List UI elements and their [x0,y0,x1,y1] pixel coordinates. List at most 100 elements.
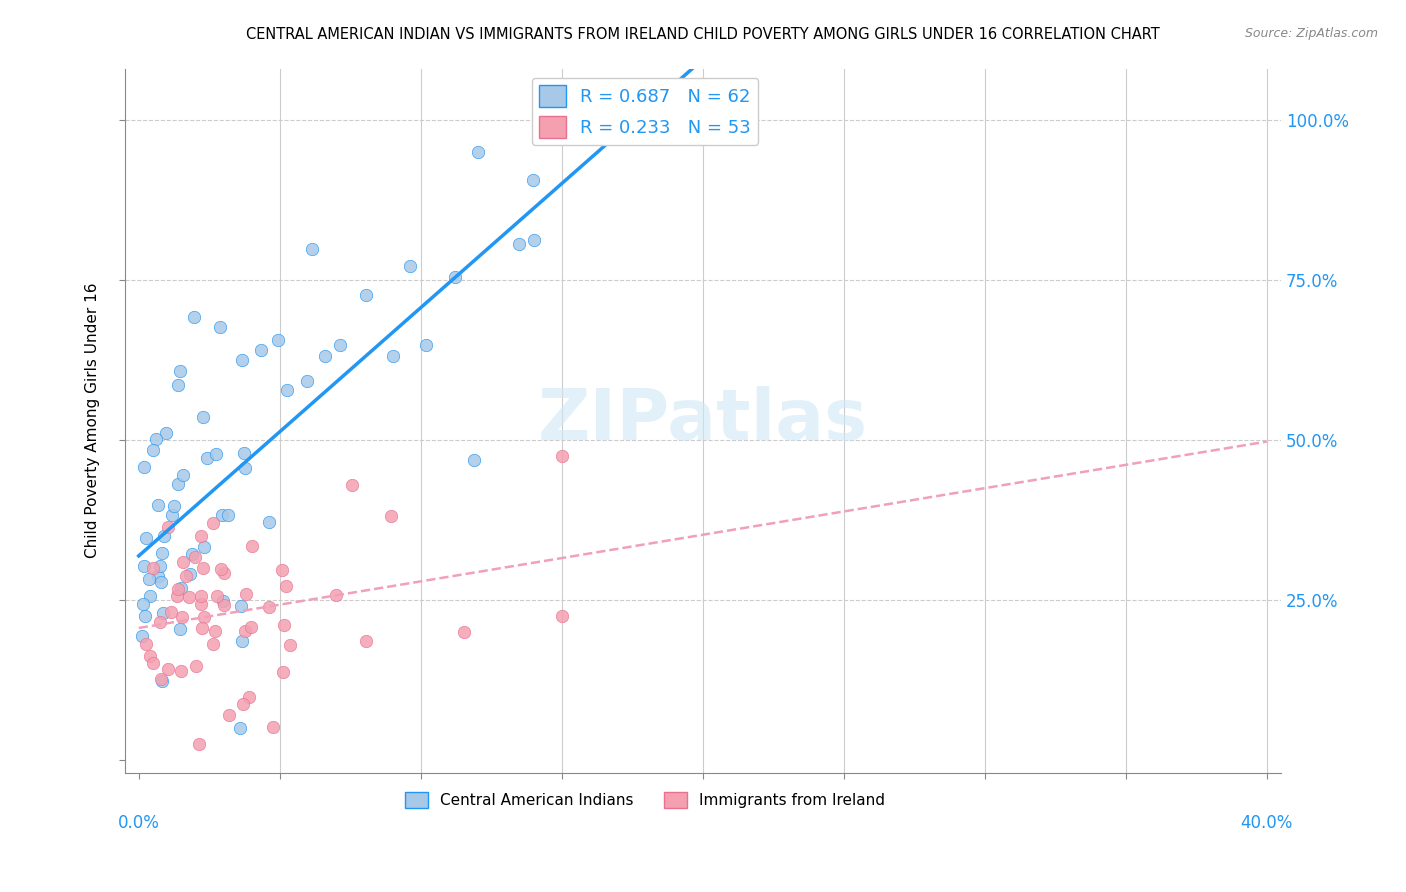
Point [142,656,165,670]
Text: Source: ZipAtlas.com: Source: ZipAtlas.com [1244,27,1378,40]
Point [132,460,155,475]
Point [231,633,253,648]
Point [238,690,260,704]
Point [523,233,546,247]
Text: ZIPatlas: ZIPatlas [537,386,868,455]
Text: CENTRAL AMERICAN INDIAN VS IMMIGRANTS FROM IRELAND CHILD POVERTY AMONG GIRLS UND: CENTRAL AMERICAN INDIAN VS IMMIGRANTS FR… [246,27,1160,42]
Point [172,556,194,570]
Point [149,615,172,629]
Point [214,566,236,580]
Point [134,609,156,624]
Point [170,610,193,624]
Point [166,589,188,603]
Point [190,529,212,543]
Point [156,520,179,534]
Point [150,575,173,590]
Point [271,563,294,577]
Y-axis label: Child Poverty Among Girls Under 16: Child Poverty Among Girls Under 16 [86,283,100,558]
Point [180,547,202,561]
Point [240,540,263,554]
Point [233,624,256,638]
Point [155,426,177,441]
Point [132,558,155,573]
Point [135,637,157,651]
Point [278,638,301,652]
Point [211,508,233,522]
Point [156,663,179,677]
Point [381,349,404,363]
Point [179,566,201,581]
Point [301,242,323,256]
Point [197,451,219,466]
Point [354,633,377,648]
Point [329,338,352,352]
Point [184,549,207,564]
Point [153,529,176,543]
Point [231,353,253,368]
Point [183,310,205,324]
Point [274,579,297,593]
Point [191,561,214,575]
Point [179,590,201,604]
Point [170,581,193,595]
Point [209,562,232,576]
Point [250,343,273,358]
Point [193,541,215,555]
Point [235,586,257,600]
Point [273,618,295,632]
Point [271,665,294,680]
Point [508,237,530,252]
Point [138,648,160,663]
Point [135,532,157,546]
Text: 40.0%: 40.0% [1240,814,1294,832]
Point [342,478,364,492]
Point [205,447,228,461]
Point [139,589,162,603]
Point [266,333,288,347]
Point [207,590,229,604]
Legend: Central American Indians, Immigrants from Ireland: Central American Indians, Immigrants fro… [399,786,891,814]
Point [240,620,263,634]
Point [169,622,191,636]
Point [193,610,215,624]
Point [131,629,153,643]
Point [257,515,280,529]
Point [229,721,252,735]
Point [325,588,347,602]
Point [191,410,214,425]
Point [138,573,160,587]
Point [174,569,197,583]
Point [444,270,467,285]
Point [166,377,188,392]
Point [453,625,475,640]
Point [150,672,173,686]
Point [380,509,402,524]
Point [167,582,190,597]
Point [202,637,225,651]
Point [150,546,173,560]
Point [262,720,284,734]
Point [152,606,174,620]
Point [257,600,280,615]
Point [204,624,226,638]
Point [184,658,207,673]
Point [172,468,194,483]
Point [214,598,236,612]
Point [146,569,169,583]
Point [354,287,377,301]
Point [276,383,298,397]
Point [463,453,485,467]
Point [217,508,239,523]
Point [551,449,574,463]
Point [522,173,544,187]
Point [551,608,574,623]
Point [467,145,489,159]
Point [162,508,184,522]
Point [142,442,165,457]
Point [295,374,318,388]
Point [170,664,193,678]
Point [131,597,153,611]
Point [150,673,173,688]
Point [169,363,191,377]
Point [142,561,165,575]
